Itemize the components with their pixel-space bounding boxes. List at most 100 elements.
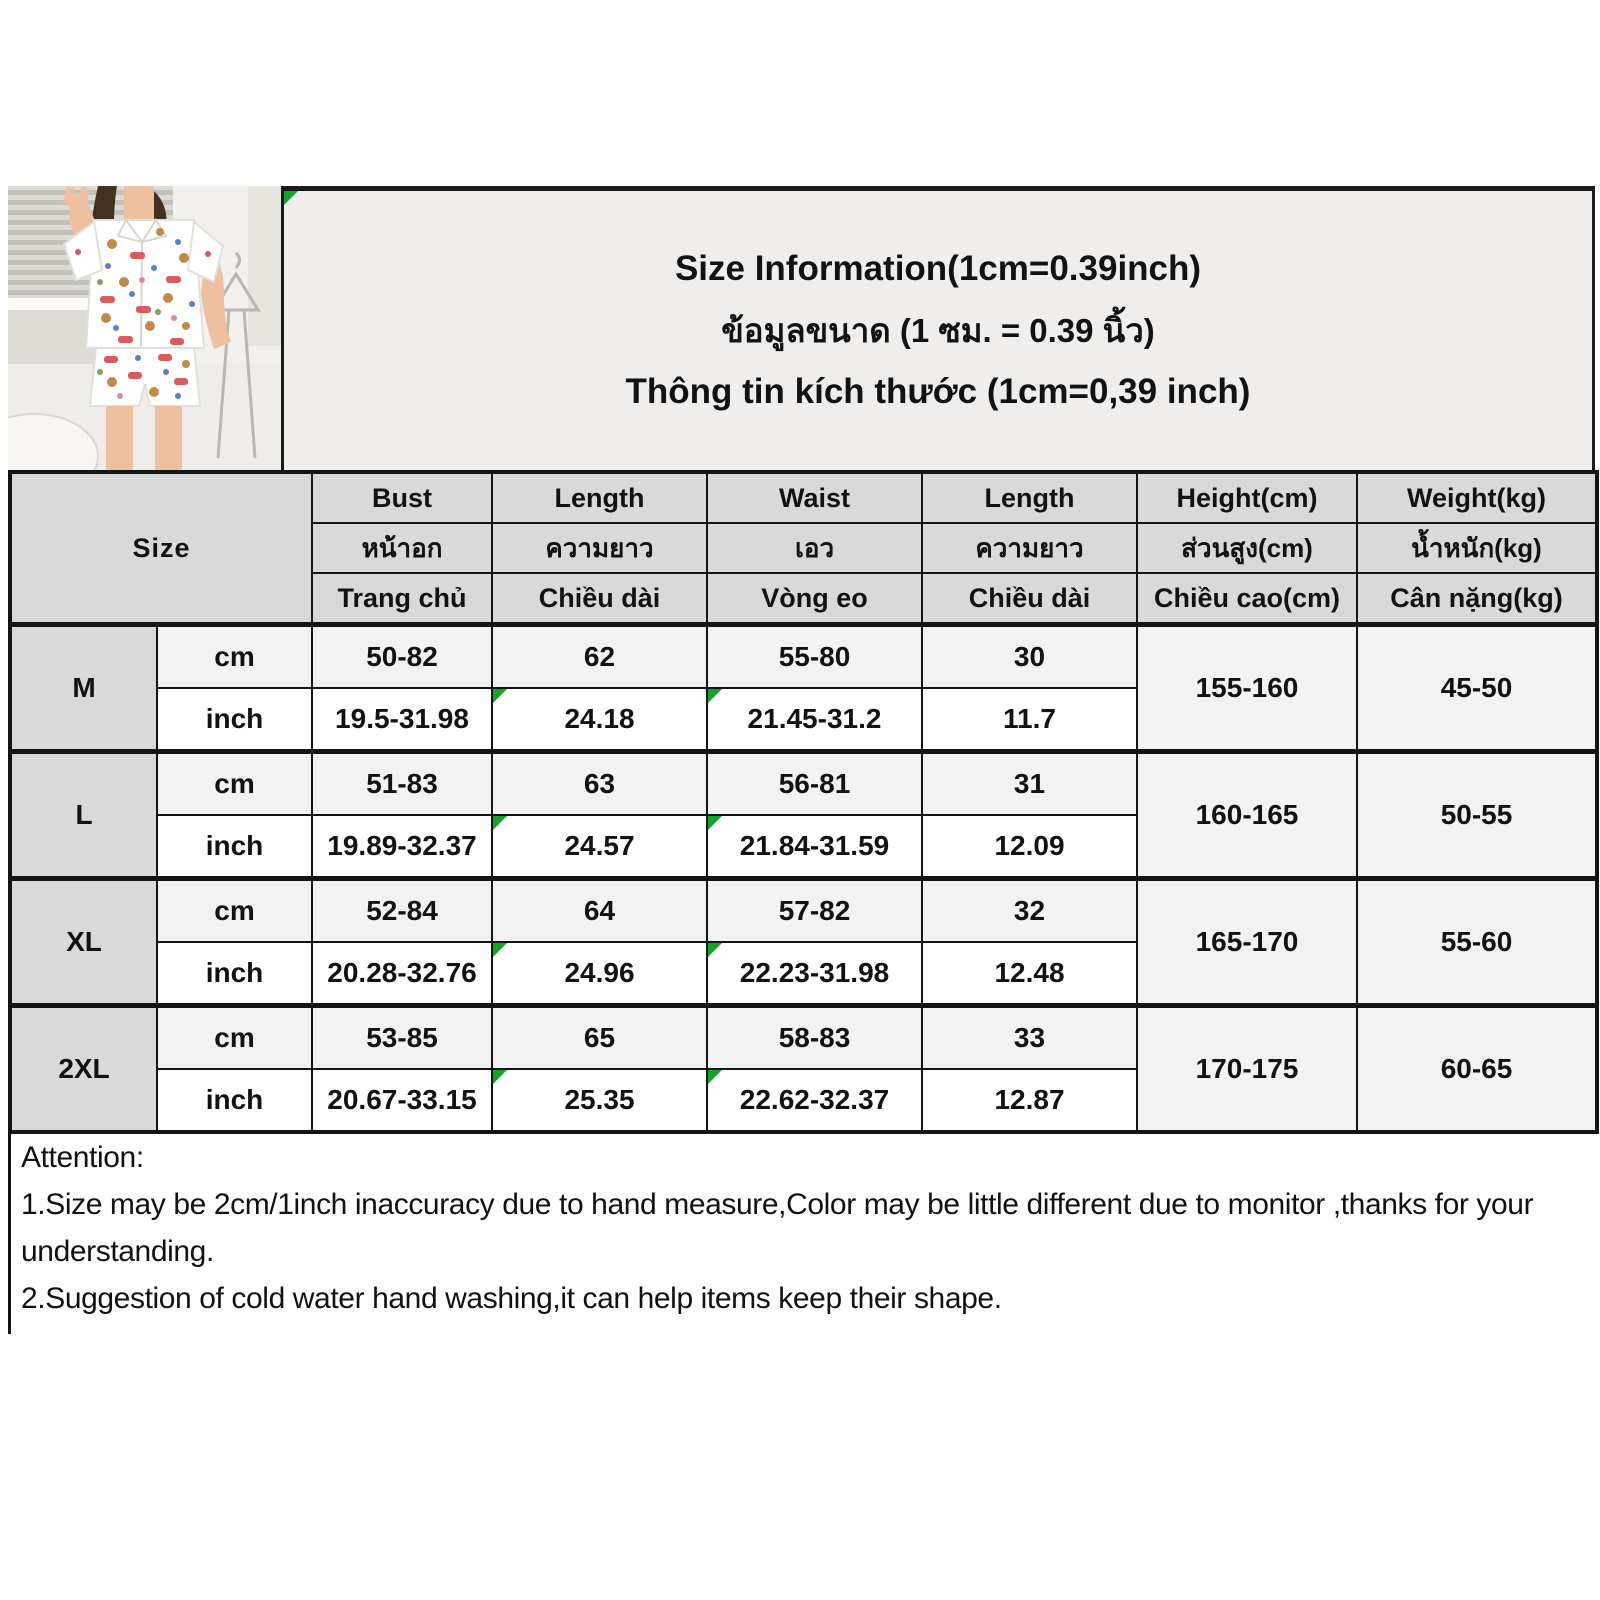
measure-cell: 21.84-31.59: [706, 814, 923, 880]
measure-cell: 55-80: [706, 622, 923, 689]
measure-cell: 21.45-31.2: [706, 687, 923, 753]
measure-cell: 63: [491, 749, 708, 816]
pajama-model-illustration: [8, 186, 281, 470]
weight-cell: 45-50: [1356, 622, 1598, 753]
title-english: Size Information(1cm=0.39inch): [674, 249, 1202, 288]
comment-flag-icon: [709, 816, 722, 830]
measure-cell: 32: [921, 876, 1138, 943]
weight-cell: 50-55: [1356, 749, 1598, 880]
measure-cell: 19.89-32.37: [311, 814, 493, 880]
header-bust-en: Bust: [311, 471, 493, 524]
row-m-inch: inch 19.5-31.98 24.18 21.45-31.2 11.7: [10, 687, 1597, 753]
comment-flag-icon: [709, 1071, 722, 1084]
row-m-cm: M cm 50-82 62 55-80 30 155-160 45-50: [9, 622, 1598, 753]
measure-cell: 30: [921, 622, 1138, 689]
header-waist-en: Waist: [706, 471, 923, 524]
header-weight-vi: Cân nặng(kg): [1356, 572, 1598, 626]
header-length-vi: Chiều dài: [491, 572, 708, 626]
header-weight-th: น้ำหนัก(kg): [1356, 522, 1598, 574]
header-row-th: หน้าอก ความยาว เอว ความยาว ส่วนสูง(cm) น…: [10, 522, 1598, 574]
measure-cell: 24.57: [491, 814, 708, 880]
measure-cell: 51-83: [311, 749, 493, 816]
unit-inch: inch: [156, 687, 313, 753]
measure-cell: 52-84: [311, 876, 493, 943]
comment-flag-icon: [284, 191, 298, 205]
measure-cell: 31: [921, 749, 1138, 816]
row-xl-inch: inch 20.28-32.76 24.96 22.23-31.98 12.48: [10, 941, 1597, 1007]
unit-inch: inch: [156, 1068, 313, 1133]
measure-cell: 33: [921, 1003, 1138, 1070]
comment-flag-icon: [494, 816, 507, 830]
size-2xl-label: 2XL: [9, 1003, 158, 1133]
attention-notes: Attention: 1.Size may be 2cm/1inch inacc…: [8, 1126, 1576, 1334]
header-height-th: ส่วนสูง(cm): [1136, 522, 1358, 574]
size-header: Size: [9, 471, 313, 626]
header-length2-en: Length: [921, 471, 1138, 524]
weight-cell: 55-60: [1356, 876, 1598, 1007]
title-thai: ข้อมูลขนาด (1 ซม. = 0.39 นิ้ว): [721, 312, 1155, 349]
row-2xl-inch: inch 20.67-33.15 25.35 22.62-32.37 12.87: [10, 1068, 1597, 1133]
measure-cell: 56-81: [706, 749, 923, 816]
unit-cm: cm: [156, 1003, 313, 1070]
measure-cell: 24.96: [491, 941, 708, 1007]
size-table: Size Bust Length Waist Length Height(cm)…: [8, 470, 1599, 1134]
unit-inch: inch: [156, 941, 313, 1007]
title-box: Size Information(1cm=0.39inch) ข้อมูลขนา…: [281, 186, 1595, 470]
height-cell: 165-170: [1136, 876, 1358, 1007]
measure-cell: 58-83: [706, 1003, 923, 1070]
measure-cell: 12.48: [921, 941, 1138, 1007]
header-length2-th: ความยาว: [921, 522, 1138, 574]
header-bust-th: หน้าอก: [311, 522, 493, 574]
product-photo: [8, 186, 281, 470]
header-row-vi: Trang chủ Chiều dài Vòng eo Chiều dài Ch…: [10, 572, 1598, 626]
header-waist-th: เอว: [706, 522, 923, 574]
comment-flag-icon: [494, 1071, 507, 1084]
unit-cm: cm: [156, 876, 313, 943]
measure-cell: 62: [491, 622, 708, 689]
header-height-vi: Chiều cao(cm): [1136, 572, 1358, 626]
measure-cell: 24.18: [491, 687, 708, 753]
measure-cell: 12.09: [921, 814, 1138, 880]
header-height-en: Height(cm): [1136, 471, 1358, 524]
height-cell: 155-160: [1136, 622, 1358, 753]
attention-line-2: 2.Suggestion of cold water hand washing,…: [21, 1282, 1002, 1315]
row-l-cm: L cm 51-83 63 56-81 31 160-165 50-55: [9, 749, 1598, 880]
comment-flag-icon: [709, 689, 722, 703]
height-cell: 160-165: [1136, 749, 1358, 880]
measure-cell: 12.87: [921, 1068, 1138, 1133]
measure-cell: 25.35: [491, 1068, 708, 1133]
size-l-label: L: [9, 749, 158, 880]
header-waist-vi: Vòng eo: [706, 572, 923, 626]
measure-cell: 53-85: [311, 1003, 493, 1070]
size-m-label: M: [9, 622, 158, 753]
header-length-th: ความยาว: [491, 522, 708, 574]
title-vietnamese: Thông tin kích thước (1cm=0,39 inch): [625, 372, 1251, 411]
measure-cell: 65: [491, 1003, 708, 1070]
header-bust-vi: Trang chủ: [311, 572, 493, 626]
measure-cell: 64: [491, 876, 708, 943]
measure-cell: 20.28-32.76: [311, 941, 493, 1007]
row-l-inch: inch 19.89-32.37 24.57 21.84-31.59 12.09: [10, 814, 1597, 880]
measure-cell: 22.62-32.37: [706, 1068, 923, 1133]
header-row-en: Size Bust Length Waist Length Height(cm)…: [9, 471, 1598, 626]
size-xl-label: XL: [9, 876, 158, 1007]
measure-cell: 50-82: [311, 622, 493, 689]
row-xl-cm: XL cm 52-84 64 57-82 32 165-170 55-60: [9, 876, 1598, 1007]
comment-flag-icon: [494, 943, 507, 957]
attention-title: Attention:: [21, 1141, 144, 1174]
weight-cell: 60-65: [1356, 1003, 1598, 1133]
header-weight-en: Weight(kg): [1356, 471, 1598, 524]
measure-cell: 20.67-33.15: [311, 1068, 493, 1133]
unit-cm: cm: [156, 749, 313, 816]
row-2xl-cm: 2XL cm 53-85 65 58-83 33 170-175 60-65: [9, 1003, 1598, 1133]
header-length2-vi: Chiều dài: [921, 572, 1138, 626]
measure-cell: 11.7: [921, 687, 1138, 753]
unit-cm: cm: [156, 622, 313, 689]
comment-flag-icon: [494, 689, 507, 703]
measure-cell: 22.23-31.98: [706, 941, 923, 1007]
comment-flag-icon: [709, 943, 722, 957]
height-cell: 170-175: [1136, 1003, 1358, 1133]
measure-cell: 19.5-31.98: [311, 687, 493, 753]
measure-cell: 57-82: [706, 876, 923, 943]
